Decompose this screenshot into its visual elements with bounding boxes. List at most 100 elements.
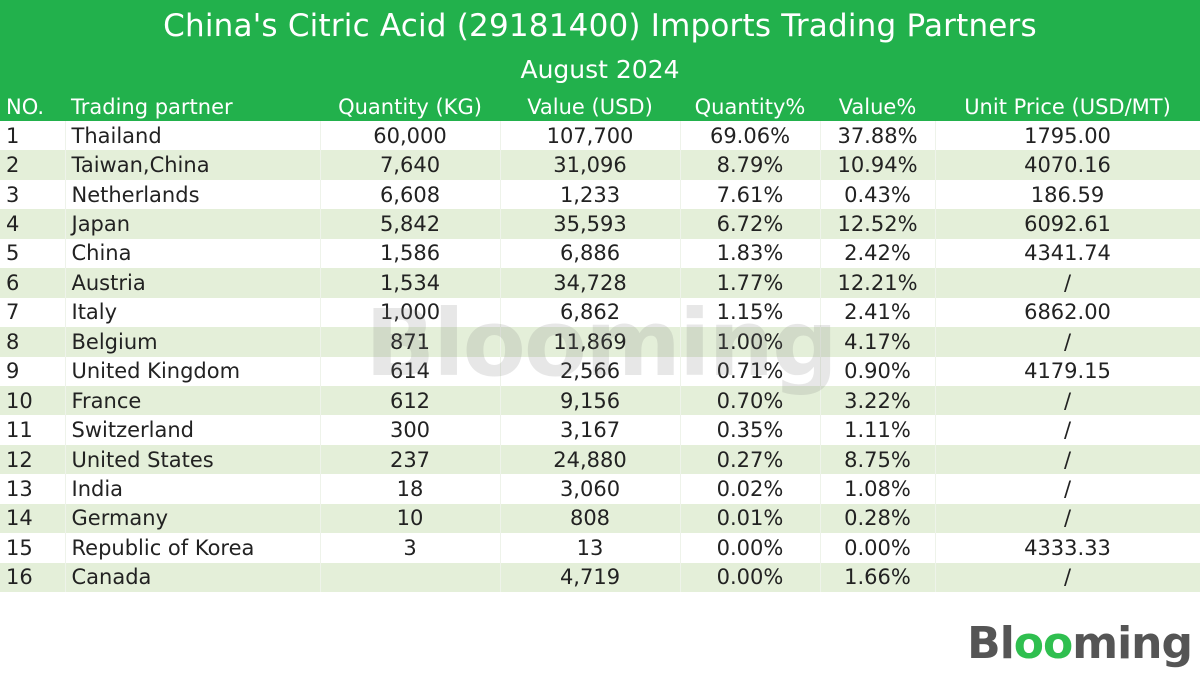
- cell-value-pct: 0.28%: [820, 503, 936, 534]
- table-row: 5 China 1,586 6,886 1.83% 2.42% 4341.74: [0, 238, 1200, 269]
- cell-unit-price: /: [935, 474, 1200, 504]
- cell-quantity-pct: 0.02%: [680, 474, 821, 504]
- cell-partner: Switzerland: [65, 415, 321, 445]
- cell-value: 6,862: [500, 297, 681, 328]
- cell-unit-price: 186.59: [935, 179, 1200, 210]
- table-row: 3 Netherlands 6,608 1,233 7.61% 0.43% 186.59: [0, 179, 1200, 210]
- column-header-partner: Trading partner: [71, 94, 233, 119]
- cell-value-pct: 2.42%: [820, 238, 936, 269]
- cell-quantity-pct: 1.00%: [680, 327, 821, 357]
- cell-quantity: 10: [320, 503, 501, 534]
- cell-quantity-pct: 0.35%: [680, 415, 821, 445]
- cell-quantity: 1,586: [320, 238, 501, 269]
- table-row: 12 United States 237 24,880 0.27% 8.75% /: [0, 444, 1200, 475]
- cell-quantity: 18: [320, 474, 501, 504]
- cell-quantity: 612: [320, 385, 501, 416]
- cell-value: 34,728: [500, 268, 681, 298]
- cell-partner: Thailand: [65, 121, 321, 151]
- table-header-row: NO. Trading partner Quantity (KG) Value …: [0, 92, 1200, 121]
- cell-no: 6: [0, 268, 66, 298]
- cell-value-pct: 2.41%: [820, 297, 936, 328]
- table-row: 2 Taiwan,China 7,640 31,096 8.79% 10.94% 4070.…: [0, 150, 1200, 180]
- cell-partner: United States: [65, 444, 321, 475]
- cell-unit-price: /: [935, 444, 1200, 475]
- cell-quantity: 3: [320, 533, 501, 563]
- table-row: 10 France 612 9,156 0.70% 3.22% /: [0, 385, 1200, 416]
- cell-value: 6,886: [500, 238, 681, 269]
- cell-quantity-pct: 0.70%: [680, 385, 821, 416]
- cell-unit-price: 4070.16: [935, 150, 1200, 180]
- cell-quantity-pct: 0.27%: [680, 444, 821, 475]
- cell-partner: Taiwan,China: [65, 150, 321, 180]
- cell-unit-price: /: [935, 385, 1200, 416]
- cell-value-pct: 8.75%: [820, 444, 936, 475]
- cell-quantity-pct: 1.83%: [680, 238, 821, 269]
- cell-quantity-pct: 0.71%: [680, 356, 821, 386]
- cell-quantity: 5,842: [320, 209, 501, 239]
- cell-no: 3: [0, 179, 66, 210]
- cell-quantity-pct: 6.72%: [680, 209, 821, 239]
- cell-unit-price: /: [935, 268, 1200, 298]
- cell-unit-price: /: [935, 562, 1200, 592]
- brand-logo: Blooming: [967, 618, 1193, 669]
- title-banner: [0, 0, 1200, 121]
- cell-quantity-pct: 1.15%: [680, 297, 821, 328]
- cell-no: 12: [0, 444, 66, 475]
- cell-partner: Canada: [65, 562, 321, 592]
- cell-value: 31,096: [500, 150, 681, 180]
- cell-unit-price: 4341.74: [935, 238, 1200, 269]
- table-row: 11 Switzerland 300 3,167 0.35% 1.11% /: [0, 415, 1200, 445]
- cell-quantity-pct: 69.06%: [680, 121, 821, 151]
- cell-quantity: 6,608: [320, 179, 501, 210]
- cell-value: 808: [500, 503, 681, 534]
- cell-quantity: [320, 562, 501, 592]
- cell-no: 7: [0, 297, 66, 328]
- table-row: 9 United Kingdom 614 2,566 0.71% 0.90% 4179.15: [0, 356, 1200, 386]
- cell-value-pct: 0.90%: [820, 356, 936, 386]
- page-title: China's Citric Acid (29181400) Imports T…: [163, 8, 1037, 44]
- column-header-quantity: Quantity (KG): [338, 94, 482, 119]
- column-header-no: NO.: [6, 94, 45, 119]
- page-subtitle: August 2024: [520, 55, 680, 84]
- table-row: 6 Austria 1,534 34,728 1.77% 12.21% /: [0, 268, 1200, 298]
- cell-partner: Republic of Korea: [65, 533, 321, 563]
- cell-value-pct: 1.11%: [820, 415, 936, 445]
- cell-no: 14: [0, 503, 66, 534]
- cell-unit-price: 6092.61: [935, 209, 1200, 239]
- cell-quantity: 614: [320, 356, 501, 386]
- cell-partner: United Kingdom: [65, 356, 321, 386]
- cell-no: 15: [0, 533, 66, 563]
- table-row: 8 Belgium 871 11,869 1.00% 4.17% /: [0, 327, 1200, 357]
- cell-value: 3,060: [500, 474, 681, 504]
- cell-value-pct: 1.08%: [820, 474, 936, 504]
- cell-unit-price: /: [935, 503, 1200, 534]
- table-body: 1 Thailand 60,000 107,700 69.06% 37.88% 1795.0…: [0, 121, 1200, 592]
- cell-partner: Belgium: [65, 327, 321, 357]
- cell-quantity: 60,000: [320, 121, 501, 151]
- cell-no: 11: [0, 415, 66, 445]
- cell-quantity: 1,000: [320, 297, 501, 328]
- cell-quantity: 237: [320, 444, 501, 475]
- cell-partner: India: [65, 474, 321, 504]
- cell-partner: China: [65, 238, 321, 269]
- cell-value: 35,593: [500, 209, 681, 239]
- column-header-unit-price: Unit Price (USD/MT): [964, 94, 1171, 119]
- cell-quantity: 1,534: [320, 268, 501, 298]
- cell-value-pct: 0.43%: [820, 179, 936, 210]
- cell-partner: Germany: [65, 503, 321, 534]
- cell-no: 4: [0, 209, 66, 239]
- cell-no: 16: [0, 562, 66, 592]
- table-row: 7 Italy 1,000 6,862 1.15% 2.41% 6862.00: [0, 297, 1200, 328]
- column-header-value-pct: Value%: [838, 94, 917, 119]
- cell-value-pct: 12.52%: [820, 209, 936, 239]
- cell-no: 1: [0, 121, 66, 151]
- cell-quantity-pct: 8.79%: [680, 150, 821, 180]
- cell-no: 5: [0, 238, 66, 269]
- cell-partner: Netherlands: [65, 179, 321, 210]
- cell-quantity: 871: [320, 327, 501, 357]
- trading-partners-table: NO. Trading partner Quantity (KG) Value …: [0, 92, 1200, 592]
- table-row: 15 Republic of Korea 3 13 0.00% 0.00% 4333.33: [0, 533, 1200, 563]
- cell-quantity: 300: [320, 415, 501, 445]
- cell-value-pct: 12.21%: [820, 268, 936, 298]
- cell-value: 2,566: [500, 356, 681, 386]
